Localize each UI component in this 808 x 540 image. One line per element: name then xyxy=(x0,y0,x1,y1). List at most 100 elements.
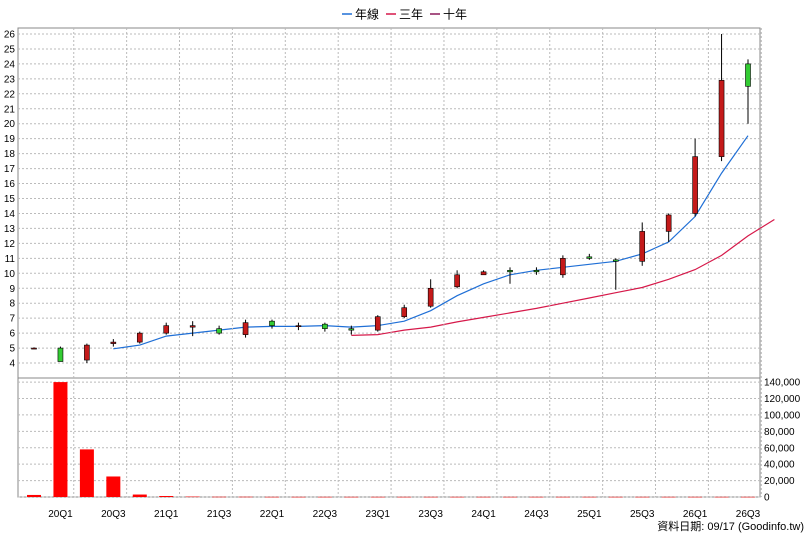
candle-body xyxy=(163,325,170,334)
x-tick-label: 21Q3 xyxy=(207,509,232,520)
candle-body xyxy=(454,274,460,288)
data-date-label: 資料日期: 09/17 (Goodinfo.tw) xyxy=(657,519,804,533)
price-tick-label: 11 xyxy=(5,254,16,265)
price-tick-label: 9 xyxy=(9,284,15,295)
candle-body xyxy=(295,325,302,327)
candle-body xyxy=(427,287,434,307)
x-tick-label: 20Q3 xyxy=(101,509,126,520)
volume-bar xyxy=(212,496,227,498)
volume-tick-label: 40,000 xyxy=(764,460,795,471)
price-tick-label: 24 xyxy=(4,59,16,70)
price-tick-label: 25 xyxy=(4,44,16,55)
price-tick-label: 12 xyxy=(4,239,16,250)
volume-bar xyxy=(159,496,174,497)
volume-panel: 0 20,000 40,000 60,000 80,000 100,000 120,000 1… xyxy=(17,377,801,504)
volume-tick-label: 20,000 xyxy=(764,476,795,487)
candle-body xyxy=(401,307,408,317)
price-tick-label: 22 xyxy=(4,89,16,100)
x-tick-label: 20Q1 xyxy=(48,509,73,520)
x-tick-label: 21Q1 xyxy=(154,509,179,520)
candle-body xyxy=(348,328,355,331)
price-plot-frame xyxy=(17,27,761,379)
candle-body xyxy=(718,80,725,157)
price-tick-label: 23 xyxy=(4,74,16,85)
price-tick-label: 10 xyxy=(4,269,16,280)
candle-body xyxy=(84,344,90,361)
candle-body xyxy=(242,322,249,335)
volume-bar xyxy=(635,496,650,498)
volume-bar xyxy=(608,496,623,498)
volume-bar xyxy=(27,494,41,497)
legend-label: 年線 xyxy=(355,7,379,22)
price-tick-label: 7 xyxy=(9,314,15,325)
candle-body xyxy=(745,63,751,87)
candle-body xyxy=(374,316,381,331)
volume-bar xyxy=(317,496,332,498)
volume-bar xyxy=(741,496,755,498)
x-tick-label: 23Q3 xyxy=(418,509,443,520)
price-tick-label: 20 xyxy=(4,119,16,130)
volume-bar xyxy=(529,496,544,498)
volume-bar xyxy=(132,494,147,497)
candle-body xyxy=(189,325,196,328)
legend-label: 三年 xyxy=(399,8,423,22)
price-tick-label: 5 xyxy=(9,344,15,355)
x-tick-label: 22Q3 xyxy=(313,509,338,520)
price-tick-label: 14 xyxy=(4,209,16,220)
volume-bar xyxy=(397,496,412,498)
x-tick-label: 25Q1 xyxy=(577,509,602,520)
candle-body xyxy=(480,271,487,276)
price-tick-label: 17 xyxy=(4,164,16,175)
price-tick-label: 6 xyxy=(9,329,15,340)
volume-tick-label: 80,000 xyxy=(764,427,795,438)
volume-bar xyxy=(688,496,703,498)
candle-body xyxy=(612,259,619,262)
volume-bar xyxy=(450,496,465,498)
candle-body xyxy=(507,270,513,273)
volume-tick-label: 0 xyxy=(764,493,770,504)
candle-body xyxy=(586,256,593,259)
price-panel: 4 5 6 7 8 9 10 11 12 13 14 15 16 17 18 19 20 21 22 23 24 25 26 xyxy=(4,27,775,379)
volume-bar xyxy=(106,476,121,497)
candle-body xyxy=(639,231,646,262)
volume-bar xyxy=(79,449,94,497)
price-tick-label: 18 xyxy=(4,149,16,160)
volume-bar xyxy=(53,382,68,497)
candle-body xyxy=(216,328,222,334)
volume-tick-label: 120,000 xyxy=(764,394,801,405)
price-tick-label: 19 xyxy=(4,134,16,145)
x-tick-label: 26Q1 xyxy=(683,509,708,520)
volume-tick-label: 100,000 xyxy=(764,410,801,421)
candle-body xyxy=(110,341,117,344)
x-tick-label: 24Q3 xyxy=(524,509,549,520)
volume-tick-label: 140,000 xyxy=(764,378,801,389)
x-tick-label: 26Q3 xyxy=(736,509,761,520)
volume-tick-label: 60,000 xyxy=(764,443,795,454)
candle-body xyxy=(31,347,37,350)
volume-bar xyxy=(238,496,253,498)
legend: 年線 三年 十年 xyxy=(342,7,467,22)
volume-bar xyxy=(503,496,517,498)
candle-body xyxy=(533,270,540,273)
volume-bar xyxy=(423,496,438,498)
volume-bar xyxy=(476,496,491,498)
price-tick-label: 8 xyxy=(9,299,15,310)
price-tick-label: 16 xyxy=(4,179,16,190)
candle-body xyxy=(560,258,566,276)
moving-average-line xyxy=(351,218,775,336)
x-tick-label: 23Q1 xyxy=(366,509,391,520)
price-tick-label: 13 xyxy=(4,224,16,235)
volume-bar xyxy=(265,496,279,498)
x-tick-label: 22Q1 xyxy=(260,509,285,520)
volume-bar xyxy=(714,496,729,498)
candle-body xyxy=(269,320,275,326)
volume-plot-frame xyxy=(17,377,761,498)
volume-bar xyxy=(370,496,385,498)
x-tick-label: 24Q1 xyxy=(471,509,496,520)
volume-bar xyxy=(661,496,676,498)
x-tick-label: 25Q3 xyxy=(630,509,655,520)
candle-body xyxy=(322,323,328,329)
volume-bar xyxy=(185,496,200,498)
